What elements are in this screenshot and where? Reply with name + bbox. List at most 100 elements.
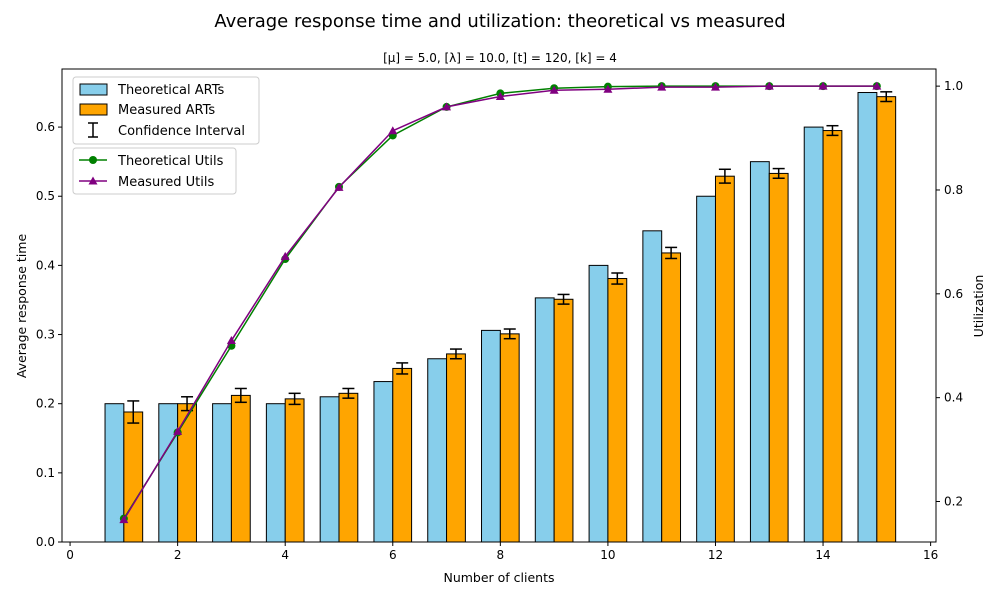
legend-lines: Theoretical Utils Measured Utils [72, 147, 237, 195]
x-tick-label: 12 [708, 548, 723, 562]
error-bar-3 [234, 387, 247, 404]
point-measured-utils-6 [388, 126, 398, 135]
legend-swatch-theoretical-arts [79, 83, 108, 96]
bar-theoretical-art-13 [749, 161, 770, 543]
legend-errorbar-icon [88, 122, 98, 138]
error-bar-9 [557, 293, 570, 305]
bar-theoretical-art-3 [212, 403, 232, 543]
y2-tick-label: 1.0 [944, 79, 963, 93]
chart-subtitle: [μ] = 5.0, [λ] = 10.0, [t] = 120, [k] = … [383, 51, 617, 65]
bar-measured-art-15 [876, 96, 897, 543]
error-bars-layer [127, 91, 893, 424]
point-measured-utils-15 [872, 81, 882, 90]
x-tick-label: 2 [174, 548, 182, 562]
y-axis-left: 0.0 0.1 0.2 0.3 0.4 0.5 0.6 [36, 120, 62, 549]
y2-tick-label: 0.2 [944, 495, 963, 509]
bar-measured-art-13 [768, 172, 789, 543]
bar-theoretical-art-10 [588, 264, 609, 543]
y2-tick-label: 0.4 [944, 391, 963, 405]
bar-theoretical-art-4 [265, 403, 286, 543]
bar-theoretical-art-2 [158, 403, 179, 543]
y-axis-right-label: Utilization [971, 275, 986, 338]
legend-marker-measured-utils [88, 176, 98, 185]
point-measured-utils-4 [280, 251, 290, 260]
error-bar-1 [127, 400, 140, 424]
point-measured-utils-8 [495, 92, 505, 101]
y-tick-label: 0.5 [36, 189, 55, 203]
legend-label-measured-utils: Measured Utils [118, 175, 214, 190]
error-bar-10 [611, 272, 624, 285]
legend-swatch-measured-arts [79, 103, 108, 116]
bar-measured-art-10 [607, 278, 628, 543]
bar-theoretical-art-14 [803, 126, 824, 543]
bar-measured-art-3 [230, 394, 251, 543]
error-bar-7 [449, 348, 462, 360]
x-tick-label: 8 [497, 548, 505, 562]
bar-theoretical-art-12 [696, 195, 716, 543]
error-bar-12 [718, 168, 731, 184]
point-measured-utils-2 [173, 426, 183, 435]
bar-theoretical-art-11 [642, 230, 663, 543]
y-axis-right: 0.2 0.4 0.6 0.8 1.0 [936, 79, 963, 509]
point-measured-utils-14 [818, 81, 828, 90]
plot-frame [61, 68, 937, 543]
point-measured-utils-11 [657, 82, 667, 91]
y2-tick-label: 0.8 [944, 183, 963, 197]
bar-measured-art-2 [177, 403, 197, 543]
x-axis: 0 2 4 6 8 10 12 14 16 [66, 542, 938, 562]
point-measured-utils-3 [226, 336, 236, 345]
error-bar-4 [288, 392, 301, 406]
legend-bars: Theoretical ARTs Measured ARTs Confidenc… [72, 76, 260, 145]
error-bar-6 [396, 362, 409, 375]
legend-marker-theoretical-utils [89, 156, 97, 164]
y-tick-label: 0.1 [36, 466, 55, 480]
bar-measured-art-9 [553, 298, 574, 543]
x-tick-label: 4 [281, 548, 289, 562]
bar-measured-art-6 [392, 367, 413, 543]
x-axis-label: Number of clients [443, 570, 554, 585]
bar-measured-art-7 [446, 353, 466, 543]
legend-label-theoretical-utils: Theoretical Utils [117, 154, 224, 169]
error-bar-13 [772, 167, 785, 180]
bar-theoretical-art-7 [427, 358, 448, 543]
point-measured-utils-9 [549, 85, 559, 94]
y-tick-label: 0.2 [36, 397, 55, 411]
utilization-lines-layer [119, 81, 882, 524]
x-tick-label: 0 [66, 548, 74, 562]
bar-theoretical-art-6 [373, 381, 394, 543]
bar-measured-art-4 [284, 398, 305, 543]
error-bar-5 [342, 387, 355, 399]
legend-lines-frame [72, 147, 237, 195]
x-tick-label: 6 [389, 548, 397, 562]
bar-measured-art-5 [338, 392, 359, 543]
bar-theoretical-art-8 [481, 329, 501, 543]
bar-measured-art-12 [714, 175, 735, 543]
chart-title: Average response time and utilization: t… [214, 11, 785, 32]
x-tick-label: 14 [815, 548, 830, 562]
point-measured-utils-1 [119, 515, 129, 524]
error-bar-11 [665, 246, 678, 260]
bar-theoretical-art-15 [857, 92, 878, 543]
error-bar-15 [880, 91, 893, 103]
x-tick-label: 10 [600, 548, 615, 562]
error-bar-14 [826, 124, 839, 137]
y-tick-label: 0.3 [36, 328, 55, 342]
legend-label-measured-arts: Measured ARTs [118, 103, 215, 118]
y2-tick-label: 0.6 [944, 287, 963, 301]
bars-layer [104, 92, 897, 543]
bar-measured-art-14 [822, 130, 843, 543]
y-axis-label: Average response time [14, 234, 29, 379]
y-tick-label: 0.0 [36, 535, 55, 549]
y-tick-label: 0.6 [36, 120, 55, 134]
bar-measured-art-11 [661, 252, 682, 543]
point-measured-utils-10 [603, 84, 613, 93]
legend-label-theoretical-arts: Theoretical ARTs [117, 83, 225, 98]
point-measured-utils-5 [334, 182, 344, 191]
legend-label-confidence-interval: Confidence Interval [118, 124, 245, 139]
bar-theoretical-art-5 [319, 396, 340, 543]
error-bar-8 [503, 328, 516, 340]
bar-theoretical-art-9 [534, 297, 555, 543]
point-measured-utils-7 [442, 102, 452, 111]
bar-measured-art-8 [499, 333, 520, 543]
